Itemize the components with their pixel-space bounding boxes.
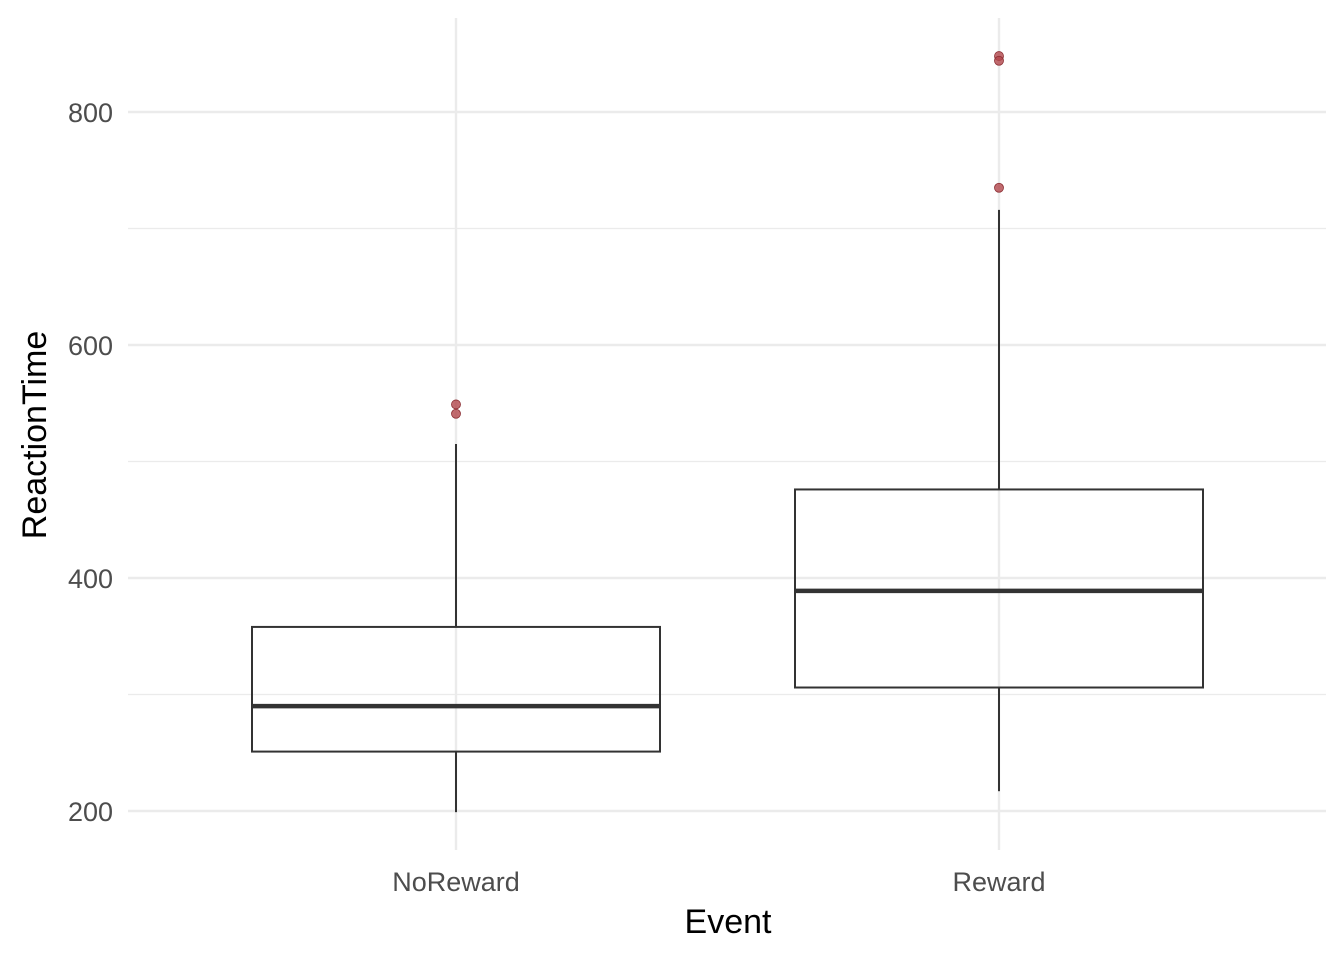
- outlier-point: [451, 408, 461, 419]
- y-axis-title: ReactionTime: [16, 331, 54, 539]
- y-tick-label: 200: [68, 797, 113, 827]
- minor-gridlines: [128, 227, 1326, 696]
- boxes: [251, 51, 1204, 813]
- box-reward: [794, 51, 1204, 792]
- outlier-point: [994, 182, 1004, 193]
- iqr-box: [794, 488, 1204, 689]
- outlier-point: [994, 55, 1004, 66]
- x-tick-label: NoReward: [392, 867, 520, 897]
- major-gridlines: [128, 18, 1326, 850]
- box-noreward: [251, 399, 661, 813]
- tick-labels: 200 400 600 800 NoReward Reward: [68, 98, 1046, 897]
- y-tick-label: 600: [68, 331, 113, 361]
- y-tick-label: 800: [68, 98, 113, 128]
- x-axis-title: Event: [685, 903, 772, 941]
- outlier-point: [451, 399, 461, 410]
- iqr-box: [251, 625, 661, 753]
- y-tick-label: 400: [68, 564, 113, 594]
- x-tick-label: Reward: [952, 867, 1045, 897]
